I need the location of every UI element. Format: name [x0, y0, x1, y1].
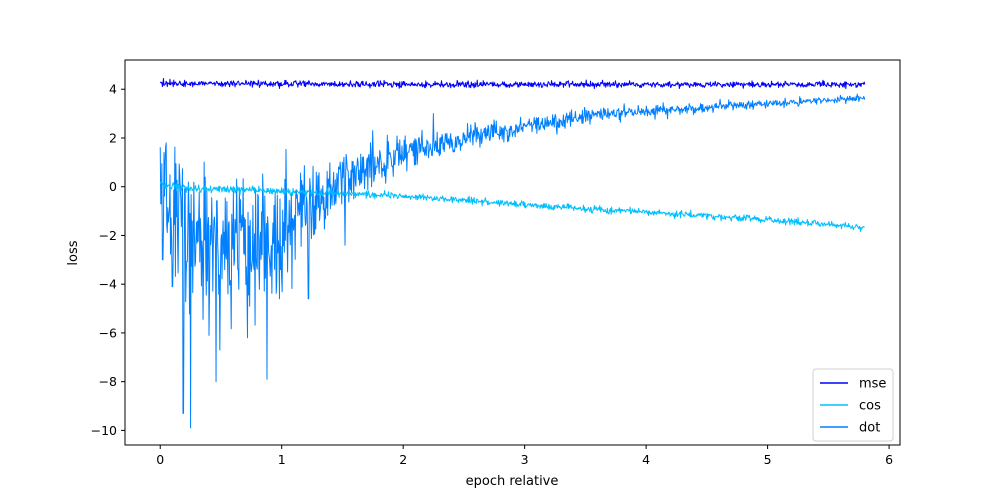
y-tick-label: −6	[99, 325, 117, 340]
y-tick-label: −2	[99, 228, 117, 243]
x-tick-label: 3	[521, 452, 529, 467]
x-axis-ticks: 0 1 2 3 4 5 6	[156, 445, 893, 467]
x-tick-label: 5	[764, 452, 772, 467]
x-tick-label: 2	[399, 452, 407, 467]
legend-label-dot: dot	[859, 421, 880, 436]
y-tick-label: 2	[109, 130, 117, 145]
x-tick-label: 0	[156, 452, 164, 467]
series-line-mse	[159, 78, 866, 90]
x-tick-label: 4	[642, 452, 650, 467]
plot-frame	[124, 59, 901, 446]
series-layer	[159, 78, 866, 429]
legend-label-mse: mse	[859, 377, 886, 392]
y-tick-label: 4	[109, 82, 117, 97]
x-tick-label: 6	[885, 452, 893, 467]
series-line-cos	[159, 181, 865, 232]
y-axis-ticks: 4 2 0 −2 −4 −6 −8 −10	[91, 82, 125, 438]
y-tick-label: −8	[99, 374, 117, 389]
y-axis-label: loss	[66, 240, 81, 265]
legend-box	[812, 368, 894, 442]
y-tick-label: −10	[91, 423, 117, 438]
y-tick-label: −4	[99, 277, 117, 292]
x-tick-label: 1	[278, 452, 286, 467]
legend: mse cos dot	[812, 368, 894, 442]
series-line-dot	[159, 93, 866, 429]
legend-label-cos: cos	[859, 399, 881, 414]
y-tick-label: 0	[109, 179, 117, 194]
x-axis-label: epoch relative	[466, 474, 559, 489]
